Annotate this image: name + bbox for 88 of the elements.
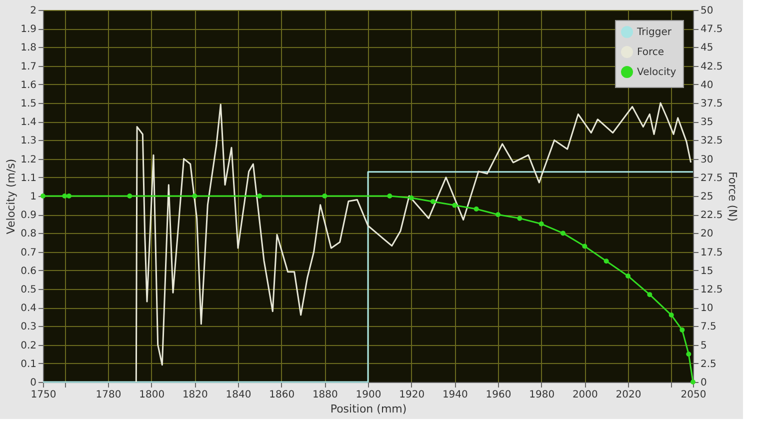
y2-tick-label: 37.5 (700, 98, 723, 110)
y-tick-label: 1.9 (20, 24, 36, 36)
x-tick-label: 2000 (572, 390, 598, 400)
y-tick-label: 1.3 (20, 136, 36, 147)
y2-tick-label: 25 (700, 192, 714, 202)
y2-tick-label: 47.5 (700, 24, 723, 36)
point (257, 194, 262, 198)
x-tick-label: 1900 (356, 390, 382, 400)
y2-tick-label: 32.5 (700, 136, 723, 147)
y2-tick-label: 0 (700, 378, 707, 388)
x-tick-label: 1800 (139, 390, 165, 400)
x-tick-label: 1860 (269, 390, 295, 400)
y-tick-label: 0.9 (20, 210, 36, 222)
point (387, 194, 392, 198)
y2-tick-label: 15 (700, 266, 714, 277)
y-tick-label: 1.7 (20, 61, 36, 72)
point (680, 327, 685, 332)
x-tick-label: 1960 (486, 390, 512, 400)
point (322, 194, 328, 198)
y2-tick-label: 5 (700, 340, 707, 352)
point (668, 312, 674, 318)
y2-tick-label: 10 (700, 303, 714, 314)
point (127, 194, 132, 198)
y-tick-label: 1.8 (20, 42, 36, 54)
point (560, 230, 566, 236)
x-tick-label: 1920 (399, 390, 425, 400)
y2-tick-label: 22.5 (700, 210, 723, 222)
point (690, 380, 696, 384)
y-tick-label: 1.1 (20, 172, 36, 184)
y-tick-label: 1.4 (20, 117, 36, 128)
y-tick-label: 1.5 (20, 98, 36, 110)
y-tick-label: 0.5 (20, 284, 36, 296)
y-tick-label: 2 (30, 6, 36, 16)
y-tick-label: 0.6 (20, 266, 36, 277)
point (192, 194, 198, 198)
y2-tick-label: 50 (700, 6, 714, 16)
point (538, 221, 544, 226)
point (582, 244, 588, 249)
point (452, 202, 458, 208)
y2-tick-label: 2.5 (700, 358, 716, 370)
y-tick-label: 1 (30, 192, 36, 202)
y2-tick-label: 30 (700, 154, 714, 166)
point (496, 212, 500, 218)
legend-label: Velocity (637, 67, 676, 78)
y2-tick-label: 17.5 (700, 247, 723, 258)
y2-tick-label: 40 (700, 80, 714, 91)
x-tick-label: 1840 (226, 390, 252, 400)
point (647, 292, 652, 298)
point (66, 194, 72, 198)
y-tick-label: 0.1 (20, 358, 36, 370)
y-tick-label: 0.8 (20, 228, 36, 240)
point (40, 194, 46, 198)
x-tick-label: 1980 (529, 390, 555, 400)
point (604, 258, 609, 264)
point (626, 273, 630, 278)
x-tick-label: 1880 (312, 390, 338, 400)
x-tick-label: 1750 (30, 390, 56, 400)
y-tick-label: 0.7 (20, 247, 36, 258)
point (517, 216, 522, 221)
legend-label: Trigger (636, 27, 672, 38)
x-tick-label: 1780 (96, 390, 122, 400)
point (430, 199, 436, 204)
y-tick-label: 0.3 (20, 322, 36, 333)
y2-tick-label: 7.5 (700, 322, 716, 333)
x-tick-label: 2020 (616, 390, 642, 400)
y-tick-label: 0.4 (20, 303, 36, 314)
y2-tick-label: 35 (700, 117, 714, 128)
point (62, 194, 68, 198)
y2-tick-label: 45 (700, 42, 714, 54)
y2-axis-title: Force (N) (726, 171, 739, 222)
y-tick-label: 1.6 (20, 80, 36, 91)
point (408, 195, 414, 200)
y-tick-label: 0.2 (20, 340, 36, 352)
x-tick-label: 2050 (680, 390, 706, 400)
y2-tick-label: 20 (700, 228, 714, 240)
x-tick-label: 1940 (442, 390, 468, 400)
y-tick-label: 0 (30, 378, 36, 388)
y2-tick-label: 42.5 (700, 61, 723, 72)
legend-label: Force (637, 47, 664, 58)
point (686, 352, 692, 357)
y-tick-label: 1.2 (20, 154, 36, 166)
y2-tick-label: 27.5 (700, 172, 723, 184)
x-axis-title: Position (mm) (330, 402, 407, 416)
line-series (135, 102, 692, 383)
point (474, 206, 479, 212)
x-tick-label: 1820 (182, 390, 208, 400)
y2-tick-label: 12.5 (700, 284, 723, 296)
y-axis-title: Velocity (m/s) (4, 158, 18, 234)
